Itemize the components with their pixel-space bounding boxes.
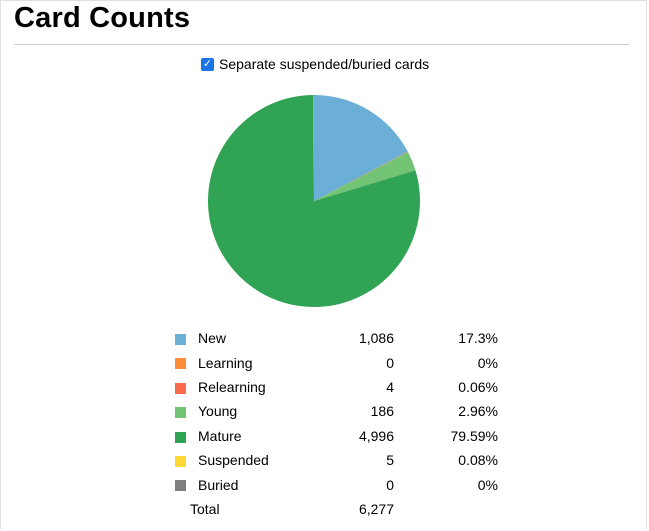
legend-swatch-cell (170, 424, 198, 448)
legend-swatch-relearning (175, 382, 186, 394)
legend-swatch-cell (170, 448, 198, 472)
pie-slice-suspended[interactable] (313, 95, 314, 201)
pie-slice-mature[interactable] (208, 95, 420, 307)
legend-swatch-mature (175, 431, 186, 443)
card-counts-pie-chart (208, 95, 420, 307)
total-percent-empty (394, 497, 498, 521)
checkbox-checked-icon[interactable]: ✓ (201, 57, 214, 71)
legend-row-learning: Learning 0 0% (170, 350, 498, 374)
legend-swatch-suspended (175, 455, 186, 467)
legend-row-buried: Buried 0 0% (170, 472, 498, 496)
legend-row-new: New 1,086 17.3% (170, 326, 498, 350)
legend-swatch-buried (175, 480, 186, 492)
separate-suspended-toggle[interactable]: ✓ Separate suspended/buried cards (201, 56, 429, 72)
legend-label: Suspended (198, 452, 269, 469)
legend-label: Relearning (198, 378, 266, 395)
legend-swatch-cell (170, 350, 198, 374)
legend-label: Buried (198, 476, 239, 493)
card-counts-legend: New 1,086 17.3% Learning 0 0% Relearning 4 0.06%… (170, 326, 498, 521)
pie-slice-relearning[interactable] (314, 151, 409, 201)
pie-slice-young[interactable] (314, 152, 416, 201)
legend-count: 4 (386, 378, 394, 395)
legend-swatch-young (175, 407, 186, 419)
legend-swatch-cell (170, 399, 198, 423)
page-title: Card Counts (14, 2, 191, 34)
total-count: 6,277 (358, 500, 394, 517)
legend-label: Young (198, 403, 238, 420)
legend-row-young: Young 186 2.96% (170, 399, 498, 423)
legend-percent: 0% (477, 476, 498, 493)
legend-swatch-learning (175, 358, 186, 370)
legend-swatch-cell (170, 326, 198, 350)
legend-percent: 0.08% (458, 452, 498, 469)
legend-row-suspended: Suspended 5 0.08% (170, 448, 498, 472)
legend-swatch-cell (170, 375, 198, 399)
legend-swatch-cell (170, 472, 198, 496)
legend-label: New (198, 330, 227, 347)
legend-count: 1,086 (358, 330, 394, 347)
legend-count: 4,996 (358, 427, 394, 444)
legend-row-mature: Mature 4,996 79.59% (170, 424, 498, 448)
title-divider (14, 44, 629, 45)
legend-swatch-new (175, 333, 186, 345)
legend-count: 186 (370, 403, 394, 420)
legend-row-relearning: Relearning 4 0.06% (170, 375, 498, 399)
legend-count: 5 (386, 452, 394, 469)
legend-label: Learning (198, 354, 253, 371)
legend-percent: 17.3% (458, 330, 498, 347)
toggle-label: Separate suspended/buried cards (219, 56, 430, 72)
legend-percent: 2.96% (458, 403, 498, 420)
legend-row-total: Total 6,277 (170, 497, 498, 521)
pie-slice-new[interactable] (314, 95, 408, 201)
total-label: Total (190, 500, 220, 517)
legend-count: 0 (386, 476, 394, 493)
legend-count: 0 (386, 354, 394, 371)
legend-label: Mature (198, 427, 242, 444)
legend-percent: 0.06% (458, 378, 498, 395)
legend-percent: 0% (477, 354, 498, 371)
legend-percent: 79.59% (450, 427, 498, 444)
